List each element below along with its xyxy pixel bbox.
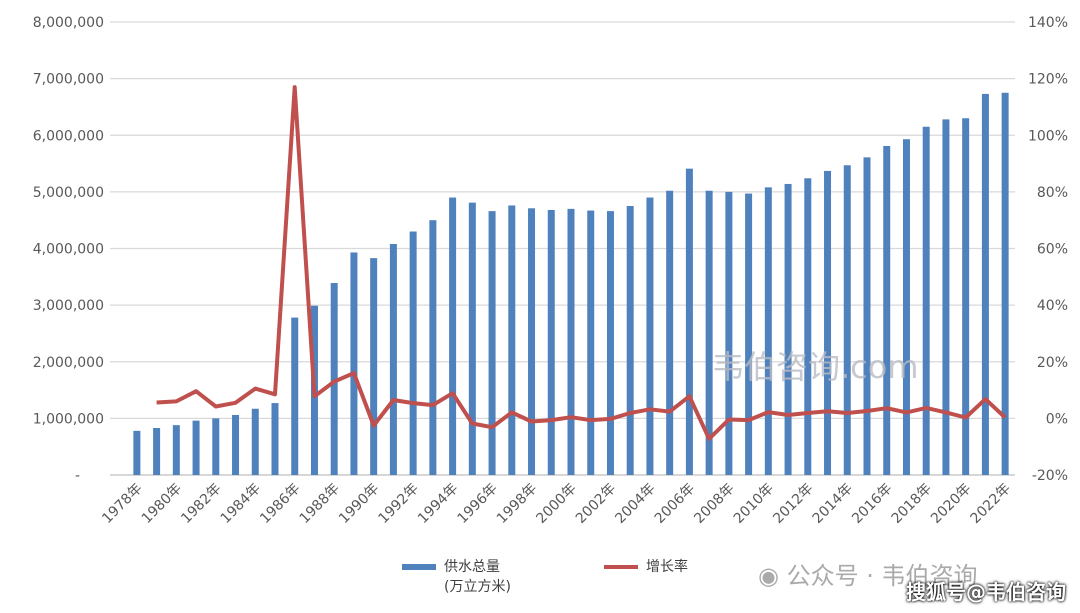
y-right-tick-label: 20%	[1037, 355, 1068, 371]
x-tick-label: 1990年	[336, 481, 382, 527]
bar	[902, 139, 910, 475]
bar	[172, 425, 180, 475]
bar	[804, 178, 812, 475]
y-right-tick-label: 100%	[1028, 128, 1068, 144]
bar	[271, 403, 279, 475]
x-tick-label: 2022年	[968, 481, 1014, 527]
legend-swatch-line	[604, 565, 638, 569]
y-right-tick-label: 40%	[1037, 298, 1068, 314]
bar	[764, 187, 772, 475]
y-right-tick-label: 80%	[1037, 185, 1068, 201]
y-left-tick-label: -	[75, 468, 80, 484]
bar	[488, 211, 496, 475]
bar	[429, 220, 437, 475]
x-tick-label: 1986年	[257, 481, 303, 527]
growth-rate-line	[156, 85, 1007, 441]
legend-item-growth: 增长率	[604, 556, 688, 576]
x-tick-label: 1996年	[454, 481, 500, 527]
bar	[685, 168, 693, 475]
x-tick-label: 2018年	[889, 481, 935, 527]
bar	[705, 190, 713, 475]
bar	[330, 283, 338, 475]
bar	[745, 193, 753, 476]
legend-label-growth: 增长率	[646, 559, 688, 575]
bar	[291, 317, 299, 475]
x-tick-label: 1998年	[494, 481, 540, 527]
bar	[883, 146, 891, 476]
bar	[212, 418, 220, 475]
bar	[370, 258, 378, 475]
x-tick-label: 1980年	[139, 481, 185, 527]
wechat-watermark-text: 公众号 · 韦伯咨询	[786, 562, 978, 590]
bar	[153, 428, 161, 475]
bar	[784, 183, 792, 475]
y-right-tick-label: 140%	[1028, 15, 1068, 31]
wechat-icon: ◉	[758, 562, 779, 590]
bar	[528, 208, 536, 475]
bar	[824, 170, 832, 475]
x-tick-label: 1988年	[297, 481, 343, 527]
x-tick-label: 2012年	[770, 481, 816, 527]
bar	[468, 202, 476, 476]
x-tick-label: 2008年	[691, 481, 737, 527]
legend-item-supply: 供水总量 (万立方米)	[402, 556, 511, 596]
bar	[1001, 92, 1009, 475]
bar	[232, 414, 240, 475]
bar	[449, 197, 457, 475]
y-left-tick-label: 6,000,000	[33, 128, 104, 144]
x-tick-label: 1994年	[415, 481, 461, 527]
bar	[587, 210, 595, 475]
bar	[922, 126, 930, 475]
bar	[962, 118, 970, 475]
bar	[646, 197, 654, 475]
x-tick-label: 1978年	[99, 481, 145, 527]
y-right-tick-label: 60%	[1037, 242, 1068, 258]
plot-watermark: 韦伯咨询.com	[712, 348, 919, 386]
x-tick-label: 2014年	[810, 481, 856, 527]
bar	[666, 190, 674, 475]
x-tick-label: 2020年	[928, 481, 974, 527]
y-left-tick-label: 1,000,000	[33, 411, 104, 427]
x-tick-label: 1984年	[218, 481, 264, 527]
bar	[567, 208, 575, 476]
legend-swatch-bar	[402, 564, 436, 570]
bar	[843, 165, 851, 476]
bar	[547, 209, 555, 475]
x-tick-label: 2000年	[533, 481, 579, 527]
wechat-watermark: ◉ 公众号 · 韦伯咨询	[758, 556, 977, 591]
y-right-tick-label: 0%	[1046, 411, 1068, 427]
bar	[133, 430, 141, 475]
y-left-tick-label: 7,000,000	[33, 72, 104, 88]
x-tick-label: 1982年	[178, 481, 224, 527]
y-left-tick-label: 3,000,000	[33, 298, 104, 314]
bar	[409, 231, 417, 475]
x-tick-label: 2006年	[652, 481, 698, 527]
bar	[251, 408, 259, 475]
bar	[942, 119, 950, 476]
bar	[981, 93, 989, 475]
legend-label-supply: 供水总量	[444, 559, 500, 575]
bar	[863, 157, 871, 476]
x-tick-label: 2016年	[849, 481, 895, 527]
bar	[350, 252, 358, 475]
y-left-tick-label: 8,000,000	[33, 15, 104, 31]
y-left-tick-label: 4,000,000	[33, 242, 104, 258]
bar	[389, 243, 397, 475]
x-tick-label: 1992年	[376, 481, 422, 527]
legend-label-supply-unit: (万立方米)	[444, 579, 511, 595]
bar	[508, 205, 516, 475]
bar	[606, 211, 614, 475]
x-tick-label: 2002年	[573, 481, 619, 527]
sohu-watermark: 搜狐号@韦伯咨询	[906, 580, 1066, 604]
bar	[725, 191, 733, 475]
y-left-tick-label: 5,000,000	[33, 185, 104, 201]
y-right-tick-label: -20%	[1032, 468, 1068, 484]
x-tick-label: 2010年	[731, 481, 777, 527]
x-tick-label: 2004年	[612, 481, 658, 527]
bar	[192, 420, 200, 475]
y-right-tick-label: 120%	[1028, 72, 1068, 88]
bar	[626, 206, 634, 475]
y-left-tick-label: 2,000,000	[33, 355, 104, 371]
